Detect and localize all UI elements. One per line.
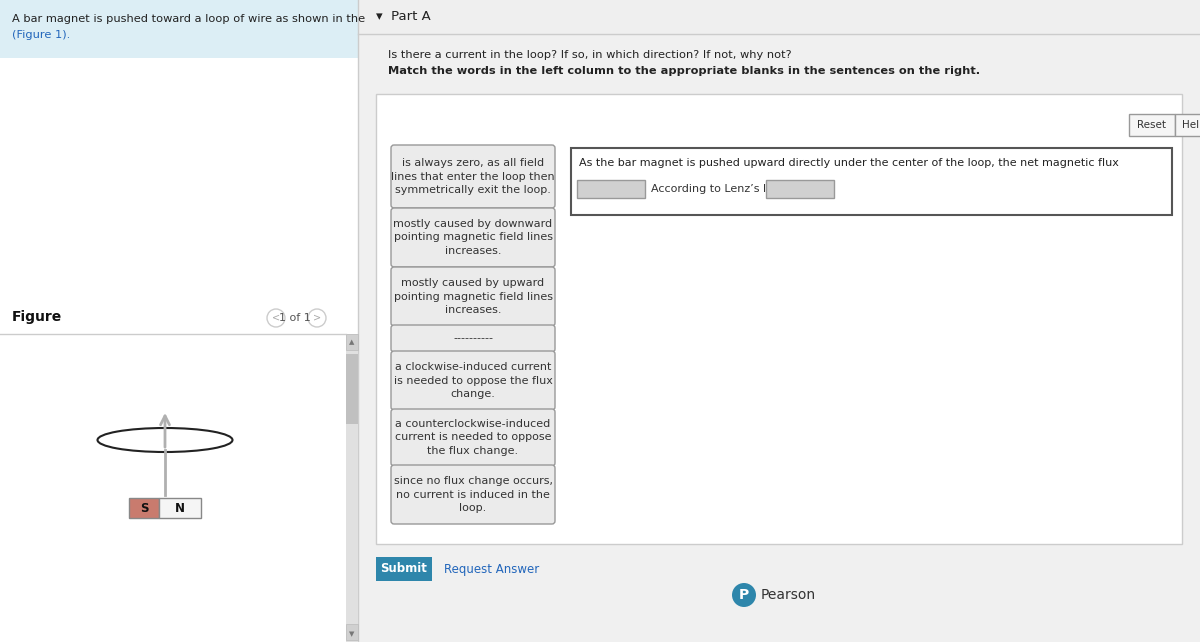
Text: ▲: ▲ bbox=[349, 339, 355, 345]
Bar bbox=[358, 0, 1200, 34]
Bar bbox=[358, 0, 1200, 642]
Text: Request Answer: Request Answer bbox=[444, 562, 539, 575]
Text: (Figure 1).: (Figure 1). bbox=[12, 30, 71, 40]
Text: ----------: ---------- bbox=[454, 333, 493, 343]
Text: a counterclockwise-induced
current is needed to oppose
the flux change.: a counterclockwise-induced current is ne… bbox=[395, 419, 551, 456]
Text: S: S bbox=[139, 501, 149, 514]
FancyBboxPatch shape bbox=[376, 94, 1182, 544]
Text: According to Lenz’s law,: According to Lenz’s law, bbox=[650, 184, 786, 194]
Text: <: < bbox=[272, 313, 280, 323]
Bar bbox=[577, 180, 646, 198]
FancyBboxPatch shape bbox=[571, 148, 1172, 215]
Bar bbox=[158, 498, 202, 518]
Bar bbox=[346, 354, 358, 424]
Text: a clockwise-induced current
is needed to oppose the flux
change.: a clockwise-induced current is needed to… bbox=[394, 362, 552, 399]
Text: Reset: Reset bbox=[1138, 120, 1166, 130]
Bar bbox=[346, 334, 358, 642]
Text: Pearson: Pearson bbox=[761, 588, 816, 602]
Text: 1 of 1: 1 of 1 bbox=[280, 313, 311, 323]
Text: A bar magnet is pushed toward a loop of wire as shown in the: A bar magnet is pushed toward a loop of … bbox=[12, 14, 365, 24]
Text: As the bar magnet is pushed upward directly under the center of the loop, the ne: As the bar magnet is pushed upward direc… bbox=[580, 158, 1118, 168]
Bar bbox=[0, 0, 358, 642]
FancyBboxPatch shape bbox=[391, 208, 554, 267]
FancyBboxPatch shape bbox=[1129, 114, 1175, 136]
FancyBboxPatch shape bbox=[391, 465, 554, 524]
Bar bbox=[0, 0, 358, 58]
FancyBboxPatch shape bbox=[391, 267, 554, 326]
Text: Is there a current in the loop? If so, in which direction? If not, why not?: Is there a current in the loop? If so, i… bbox=[388, 50, 792, 60]
Text: since no flux change occurs,
no current is induced in the
loop.: since no flux change occurs, no current … bbox=[394, 476, 552, 513]
FancyBboxPatch shape bbox=[391, 409, 554, 466]
Text: Match the words in the left column to the appropriate blanks in the sentences on: Match the words in the left column to th… bbox=[388, 66, 980, 76]
Bar bbox=[766, 180, 834, 198]
Text: ▾  Part A: ▾ Part A bbox=[376, 10, 431, 22]
Text: mostly caused by downward
pointing magnetic field lines
increases.: mostly caused by downward pointing magne… bbox=[394, 220, 552, 256]
Text: N: N bbox=[175, 501, 185, 514]
FancyBboxPatch shape bbox=[1175, 114, 1200, 136]
FancyBboxPatch shape bbox=[391, 145, 554, 208]
Text: Figure: Figure bbox=[12, 310, 62, 324]
Text: Submit: Submit bbox=[380, 562, 427, 575]
FancyBboxPatch shape bbox=[391, 325, 554, 352]
FancyBboxPatch shape bbox=[376, 557, 432, 581]
FancyBboxPatch shape bbox=[391, 351, 554, 410]
Text: mostly caused by upward
pointing magnetic field lines
increases.: mostly caused by upward pointing magneti… bbox=[394, 278, 552, 315]
Bar bbox=[346, 334, 358, 350]
Text: >: > bbox=[313, 313, 322, 323]
Text: is always zero, as all field
lines that enter the loop then
symmetrically exit t: is always zero, as all field lines that … bbox=[391, 159, 554, 195]
Bar bbox=[346, 624, 358, 640]
Circle shape bbox=[732, 583, 756, 607]
Bar bbox=[130, 498, 158, 518]
Text: P: P bbox=[739, 588, 749, 602]
Text: ▼: ▼ bbox=[349, 631, 355, 637]
Text: Help: Help bbox=[1182, 120, 1200, 130]
